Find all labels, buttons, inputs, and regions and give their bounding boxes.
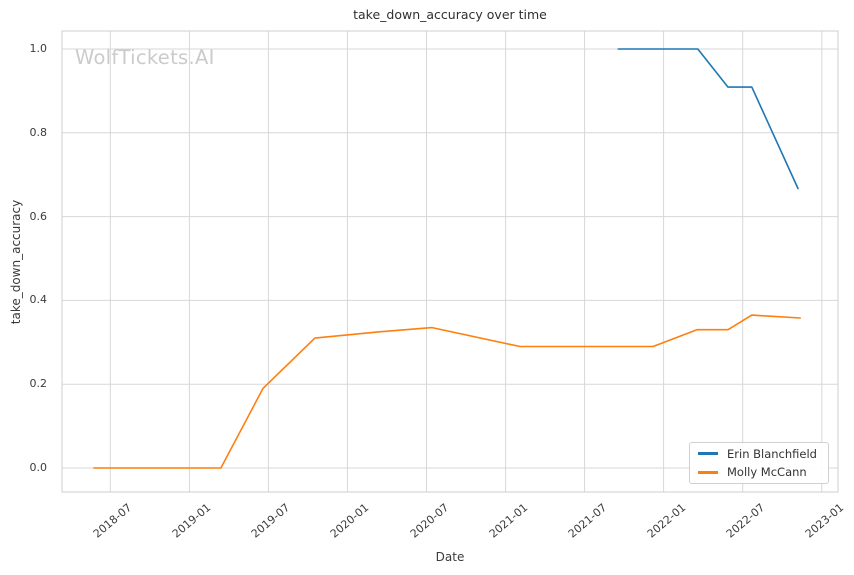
y-tick-label: 1.0 — [29, 42, 48, 55]
series-line-erin-blanchfield — [617, 48, 799, 190]
series-line-molly-mccann — [93, 314, 802, 469]
legend-label: Erin Blanchfield — [727, 446, 817, 461]
plot-border — [61, 30, 839, 493]
y-tick-label: 0.6 — [29, 209, 48, 223]
legend-line-swatch — [698, 452, 718, 456]
y-tick-label: 0.0 — [29, 461, 48, 474]
y-tick-label: 0.8 — [29, 125, 48, 139]
legend-label: Molly McCann — [727, 465, 807, 480]
legend-item: Erin Blanchfield — [698, 446, 820, 462]
legend-item: Molly McCann — [698, 465, 820, 481]
y-tick-label: 0.4 — [29, 293, 48, 307]
legend-line-swatch — [698, 470, 718, 474]
x-axis-label: Date — [435, 550, 465, 564]
legend: Erin Blanchfield Molly McCann — [689, 442, 829, 484]
y-tick-label: 0.2 — [29, 377, 48, 391]
chart-title: take_down_accuracy over time — [353, 7, 547, 22]
watermark: WolfTickets.AI — [75, 46, 215, 69]
